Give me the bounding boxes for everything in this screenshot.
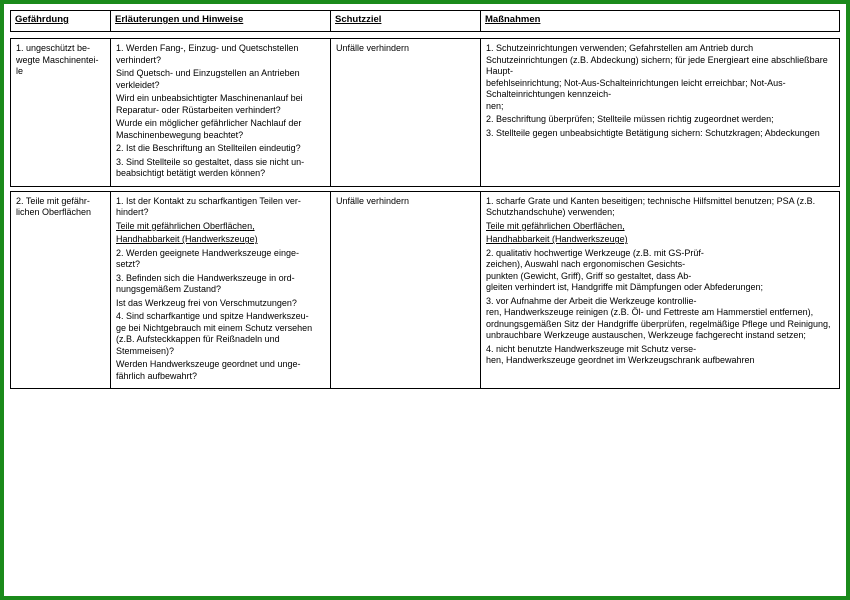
cell-massnahmen: 1. scharfe Grate und Kanten beseitigen; … <box>481 191 840 389</box>
header-erlaeuterungen: Erläuterungen und Hinweise <box>111 11 331 32</box>
cell-erlaeuterungen: 1. Ist der Kontakt zu scharfkantigen Tei… <box>111 191 331 389</box>
header-massnahmen: Maßnahmen <box>481 11 840 32</box>
cell-erlaeuterungen: 1. Werden Fang-, Einzug- und Quetschstel… <box>111 39 331 187</box>
cell-schutzziel: Unfälle verhindern <box>331 39 481 187</box>
table-row: 1. ungeschützt be- wegte Maschinentei- l… <box>10 38 840 187</box>
header-table: Gefährdung Erläuterungen und Hinweise Sc… <box>10 10 840 32</box>
cell-massnahmen: 1. Schutzeinrichtungen verwenden; Gefahr… <box>481 39 840 187</box>
cell-schutzziel: Unfälle verhindern <box>331 191 481 389</box>
cell-gefaehrdung: 2. Teile mit gefähr- lichen Oberflächen <box>11 191 111 389</box>
table-body: 1. ungeschützt be- wegte Maschinentei- l… <box>10 38 840 389</box>
table-row: 2. Teile mit gefähr- lichen Oberflächen1… <box>10 191 840 390</box>
header-gefaehrdung: Gefährdung <box>11 11 111 32</box>
cell-gefaehrdung: 1. ungeschützt be- wegte Maschinentei- l… <box>11 39 111 187</box>
header-schutzziel: Schutzziel <box>331 11 481 32</box>
document-page: Gefährdung Erläuterungen und Hinweise Sc… <box>0 0 850 600</box>
